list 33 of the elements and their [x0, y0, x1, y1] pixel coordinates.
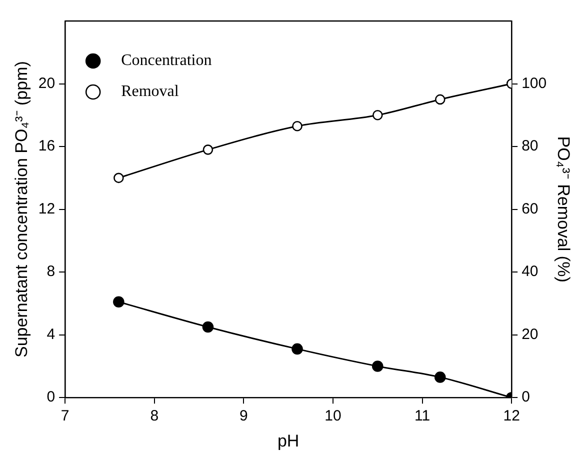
x-tick-label: 8 [150, 408, 159, 425]
y-tick-label: 0 [46, 388, 56, 406]
point [434, 94, 446, 105]
point [372, 110, 383, 120]
point [202, 321, 214, 333]
x-tick-label: 12 [503, 408, 520, 425]
x-tick-label: 7 [60, 408, 70, 425]
y-tick-label: 16 [38, 138, 56, 155]
point [372, 360, 384, 372]
point [202, 144, 214, 155]
point [292, 343, 303, 355]
x-tick-label: 11 [414, 408, 430, 425]
y2-tick-label: 100 [522, 74, 547, 92]
point [114, 172, 124, 184]
legend-label: Concentration [121, 52, 212, 70]
y2-axis-title: PO₄³⁻ Removal (%) [554, 136, 574, 282]
legend-label: Removal [121, 83, 180, 100]
point [113, 296, 124, 308]
x-axis-title: pH [277, 431, 300, 450]
point [434, 372, 446, 383]
x-tick-label: 10 [324, 408, 342, 425]
y-tick-label: 20 [38, 74, 56, 92]
y-tick-label: 12 [38, 200, 56, 218]
x-tick-label: 9 [240, 408, 248, 425]
y-axis-title: Supernatant concentration PO₄³⁻ (ppm) [12, 61, 31, 358]
y2-tick-label: 60 [522, 200, 538, 218]
y2-tick-label: 80 [522, 138, 538, 155]
y2-tick-label: 20 [522, 326, 538, 343]
y2-tick-label: 0 [522, 388, 530, 406]
y-tick-label: 8 [46, 263, 56, 280]
y-tick-label: 4 [46, 326, 56, 343]
y2-tick-label: 40 [522, 263, 538, 280]
point [292, 120, 302, 132]
